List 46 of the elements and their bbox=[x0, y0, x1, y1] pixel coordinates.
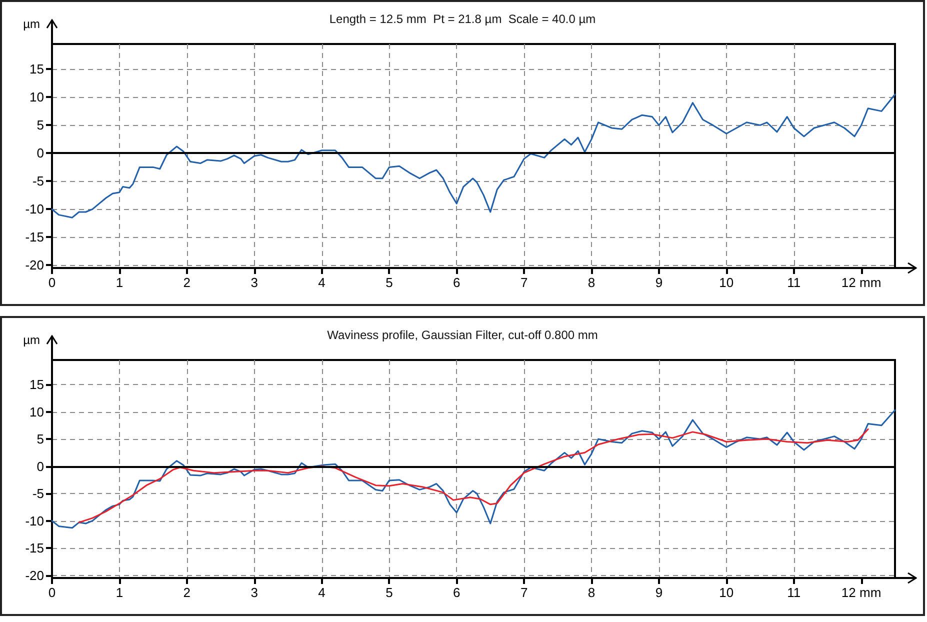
y-tick-label: 5 bbox=[36, 118, 44, 133]
chart-title: Waviness profile, Gaussian Filter, cut-off 0.800 mm bbox=[327, 328, 598, 342]
x-tick-label: 2 bbox=[183, 275, 190, 290]
x-tick-label: 12 mm bbox=[841, 585, 882, 600]
x-tick-label: 4 bbox=[318, 275, 326, 290]
x-tick-label: 11 bbox=[787, 585, 801, 600]
x-tick-label: 1 bbox=[116, 585, 124, 600]
y-tick-label: 0 bbox=[36, 458, 44, 474]
x-tick-label: 12 mm bbox=[841, 275, 882, 290]
x-tick-label: 0 bbox=[48, 275, 56, 290]
x-tick-label: 8 bbox=[588, 585, 596, 600]
y-axis-title: µm bbox=[23, 333, 40, 347]
x-tick-label: 2 bbox=[183, 585, 190, 600]
y-tick-label: 5 bbox=[36, 432, 44, 447]
y-tick-label: -10 bbox=[25, 202, 44, 217]
y-tick-label: -20 bbox=[25, 258, 44, 273]
x-tick-label: 10 bbox=[719, 585, 734, 600]
y-tick-label: -5 bbox=[32, 486, 44, 502]
x-tick-label: 4 bbox=[318, 585, 326, 600]
x-tick-label: 9 bbox=[655, 585, 663, 600]
y-tick-label: -10 bbox=[25, 513, 44, 528]
y-tick-label: 15 bbox=[30, 377, 44, 392]
chart-title: Length = 12.5 mm Pt = 21.8 µm Scale = 40.0 µm bbox=[329, 12, 596, 26]
y-tick-label: 0 bbox=[36, 146, 44, 161]
y-tick-label: 15 bbox=[30, 62, 44, 77]
y-tick-label: -5 bbox=[32, 174, 44, 189]
y-tick-label: 10 bbox=[30, 404, 44, 420]
x-tick-label: 7 bbox=[520, 585, 528, 600]
x-tick-label: 6 bbox=[453, 585, 460, 600]
x-tick-label: 7 bbox=[520, 275, 528, 290]
y-tick-label: 10 bbox=[30, 90, 44, 105]
y-tick-label: -20 bbox=[25, 568, 44, 583]
x-tick-label: 6 bbox=[453, 275, 460, 290]
x-tick-label: 0 bbox=[48, 585, 56, 600]
y-tick-label: -15 bbox=[25, 540, 44, 556]
x-tick-label: 8 bbox=[588, 275, 596, 290]
x-tick-label: 1 bbox=[116, 275, 124, 290]
x-tick-label: 9 bbox=[655, 275, 663, 290]
x-tick-label: 3 bbox=[250, 585, 258, 600]
x-tick-label: 11 bbox=[787, 275, 801, 290]
x-tick-label: 3 bbox=[250, 275, 258, 290]
x-tick-label: 5 bbox=[386, 585, 393, 600]
y-tick-label: -15 bbox=[25, 230, 44, 245]
y-axis-title: µm bbox=[23, 17, 40, 31]
x-tick-label: 5 bbox=[386, 275, 393, 290]
x-tick-label: 10 bbox=[719, 275, 734, 290]
